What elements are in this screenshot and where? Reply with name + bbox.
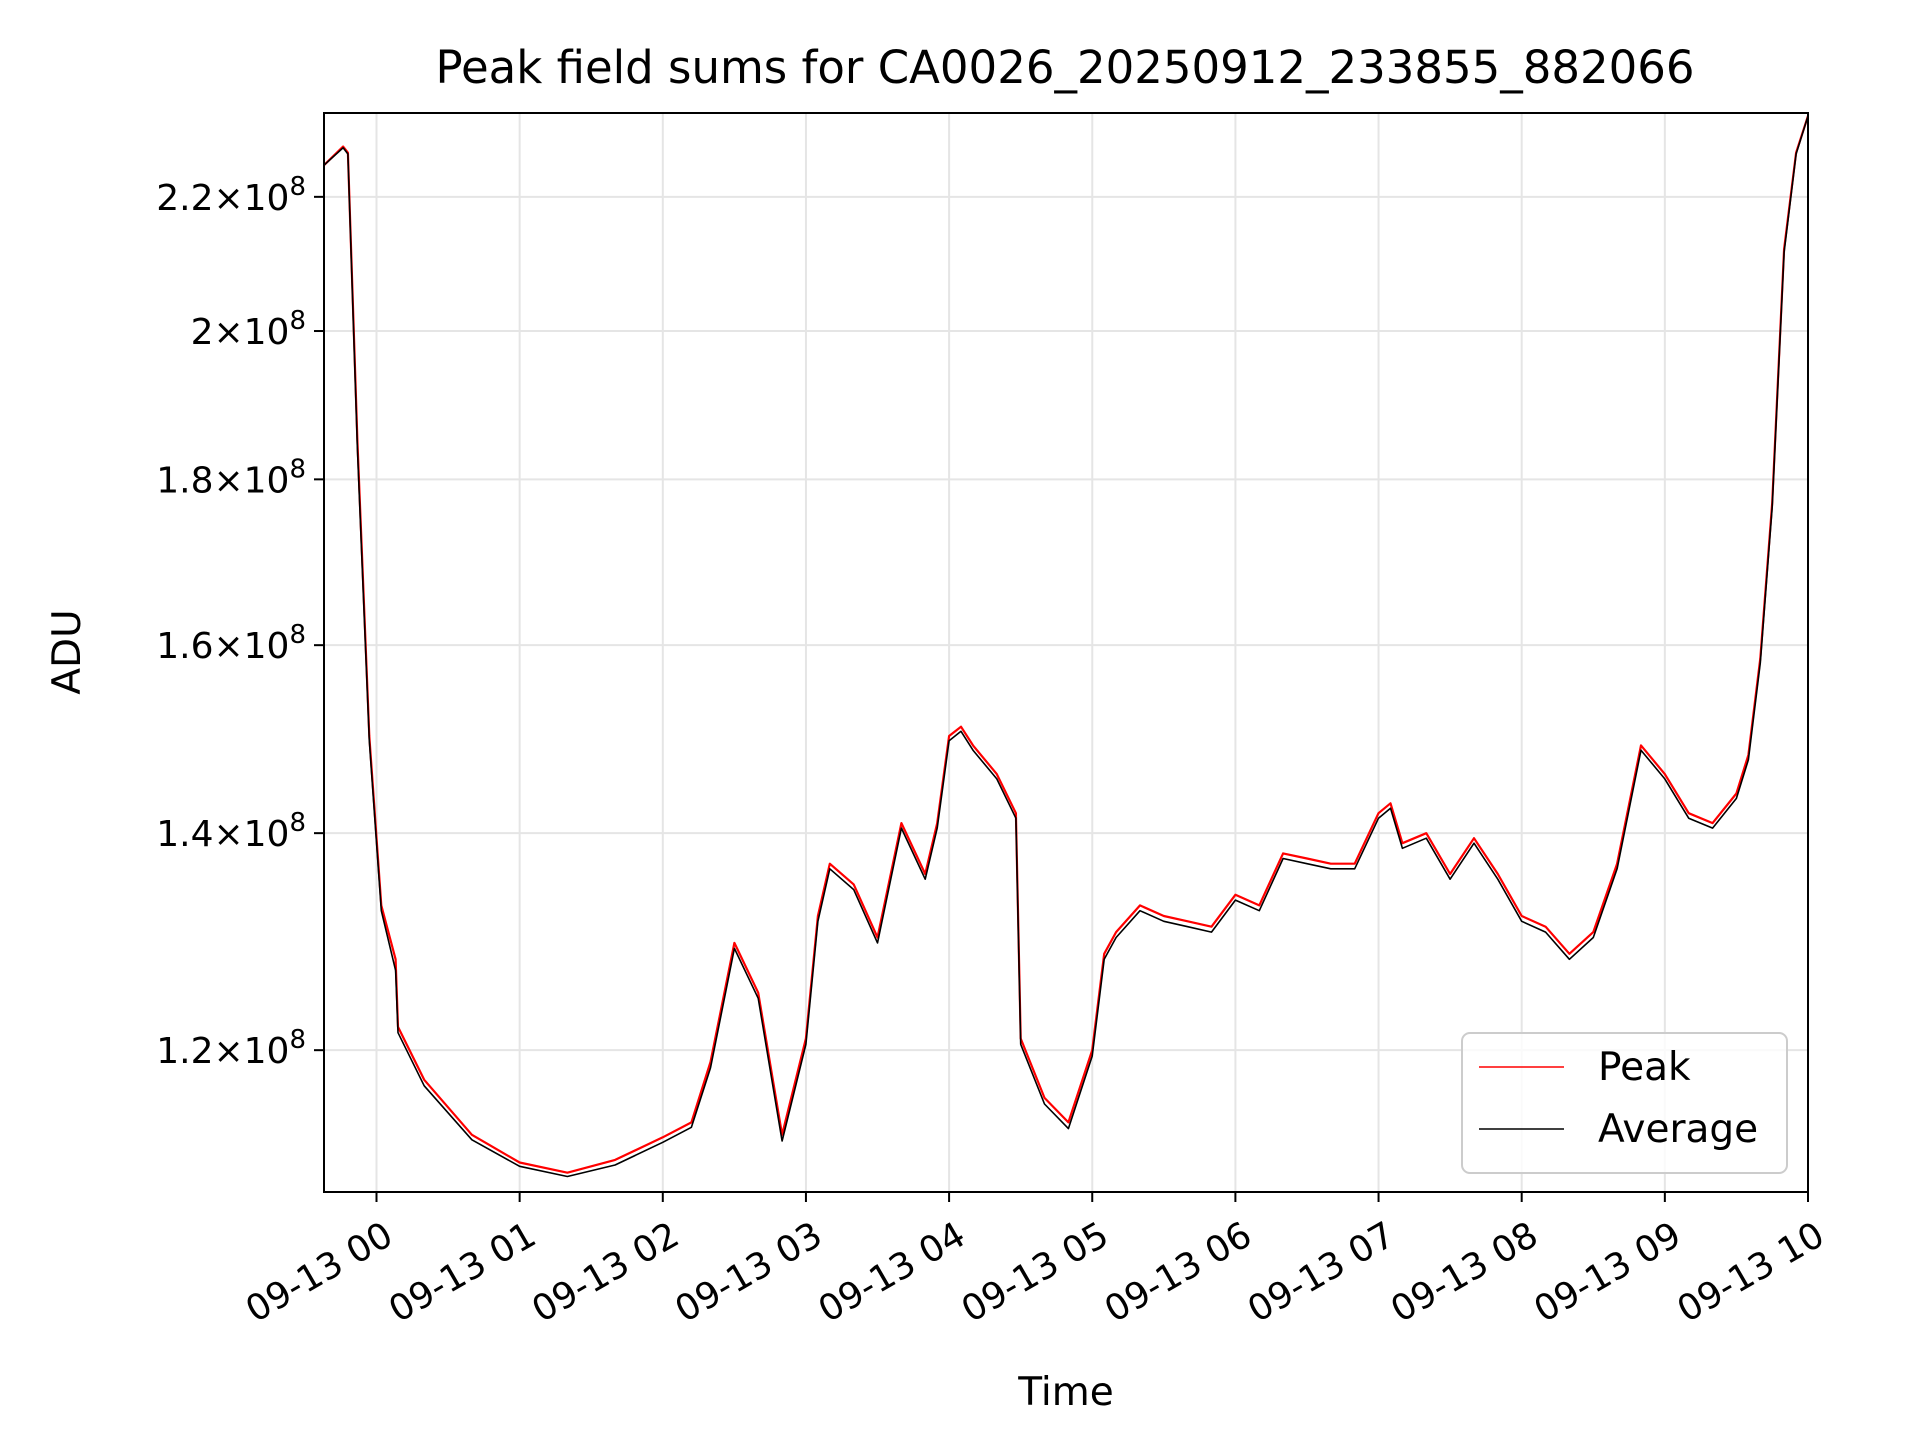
chart-title: Peak field sums for CA0026_20250912_2338…: [435, 41, 1694, 94]
y-tick-label: 2.2×108: [156, 172, 306, 219]
x-axis-label: Time: [1017, 1370, 1113, 1415]
series-group: [324, 115, 1808, 1178]
y-tick-label: 1.8×108: [156, 454, 306, 501]
series-line-average: [324, 115, 1808, 1178]
legend-box: [1461, 1032, 1788, 1174]
y-axis-label: ADU: [45, 609, 90, 694]
axes-frame: [323, 112, 1809, 1193]
y-tick-label: 1.6×108: [156, 620, 306, 667]
legend-label-peak: Peak: [1598, 1045, 1691, 1090]
legend: Peak Average: [1461, 1032, 1788, 1174]
y-axis: 1.2×108 1.4×108 1.6×108 1.8×108 2×108 2.2×108: [156, 172, 324, 1072]
y-tick-label: 2×108: [191, 306, 306, 353]
legend-label-average: Average: [1598, 1107, 1758, 1152]
y-tick-label: 1.2×108: [156, 1025, 306, 1072]
plot-area: [324, 115, 1808, 1178]
y-tick-label: 1.4×108: [156, 808, 306, 855]
